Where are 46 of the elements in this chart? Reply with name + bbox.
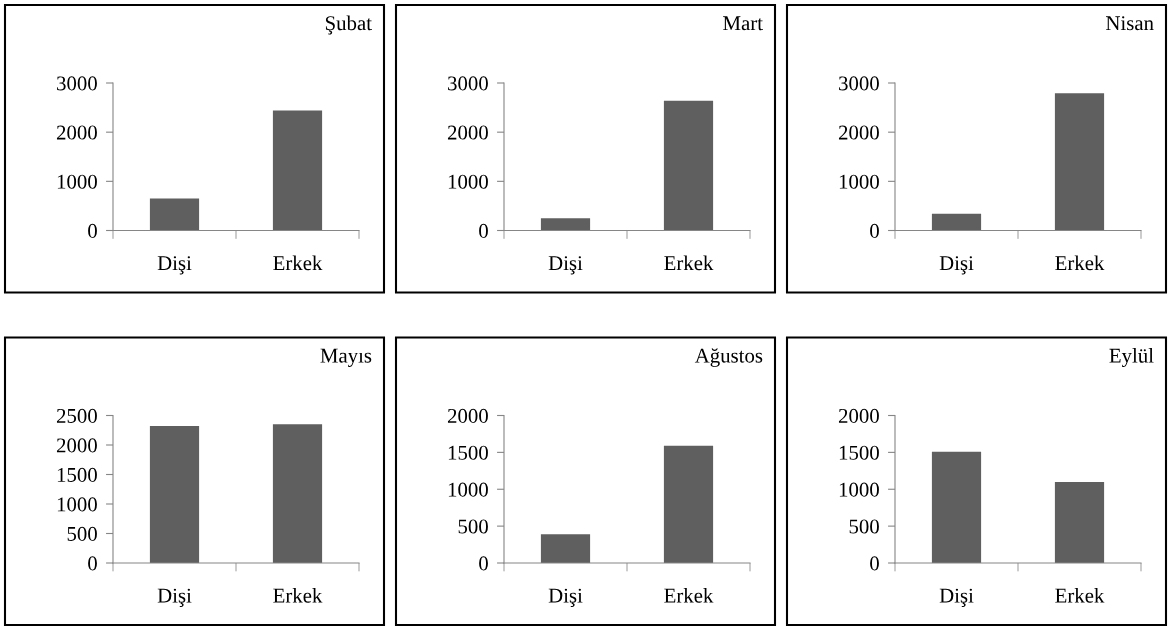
y-tick-label: 2000 xyxy=(447,125,488,140)
chart-title: Mart xyxy=(723,16,763,31)
y-tick-label: 1000 xyxy=(448,482,488,497)
y-tick-label: 1000 xyxy=(839,174,879,189)
y-tick-label: 0 xyxy=(88,223,97,238)
y-tick-label: 2000 xyxy=(56,125,97,140)
y-tick-label: 1000 xyxy=(839,482,879,497)
y-tick-label: 1500 xyxy=(57,467,97,482)
x-tick-label: Erkek xyxy=(664,255,714,271)
x-tick-label: Dişi xyxy=(939,588,974,607)
chart-title: Eylül xyxy=(1109,348,1154,367)
y-tick-label: 1000 xyxy=(448,174,488,189)
y-tick-label: 3000 xyxy=(448,76,488,91)
y-tick-label: 3000 xyxy=(839,76,879,91)
y-tick-label: 1500 xyxy=(839,445,879,460)
y-tick-label: 2000 xyxy=(838,125,879,140)
x-tick-label: Dişi xyxy=(548,588,583,607)
y-tick-label: 1500 xyxy=(448,445,488,460)
chart-title: Ağustos xyxy=(694,348,763,367)
chart-title: Şubat xyxy=(325,15,372,35)
chart-title: Mayıs xyxy=(320,348,372,367)
y-tick-label: 500 xyxy=(849,519,879,534)
x-tick-label: Dişi xyxy=(157,256,192,275)
y-tick-label: 500 xyxy=(458,519,488,534)
y-tick-label: 0 xyxy=(870,223,879,238)
y-tick-label: 0 xyxy=(88,556,97,571)
y-tick-label: 2000 xyxy=(447,408,488,423)
y-tick-label: 3000 xyxy=(57,76,97,91)
x-tick-label: Dişi xyxy=(157,588,192,607)
y-tick-label: 1000 xyxy=(57,174,97,189)
y-tick-label: 500 xyxy=(67,526,97,541)
y-tick-label: 0 xyxy=(870,556,879,571)
x-tick-label: Dişi xyxy=(939,256,974,275)
y-tick-label: 2000 xyxy=(56,438,97,453)
chart-title: Nisan xyxy=(1105,16,1154,31)
x-tick-label: Erkek xyxy=(664,588,714,603)
y-tick-label: 2500 xyxy=(56,408,97,423)
x-tick-label: Erkek xyxy=(273,255,323,271)
y-tick-label: 1000 xyxy=(57,497,97,512)
x-tick-label: Erkek xyxy=(273,588,323,603)
x-tick-label: Erkek xyxy=(1055,588,1105,603)
y-tick-label: 0 xyxy=(479,556,488,571)
x-tick-label: Erkek xyxy=(1055,255,1105,271)
x-tick-label: Dişi xyxy=(548,256,583,275)
y-tick-label: 0 xyxy=(479,223,488,238)
y-tick-label: 2000 xyxy=(838,408,879,423)
